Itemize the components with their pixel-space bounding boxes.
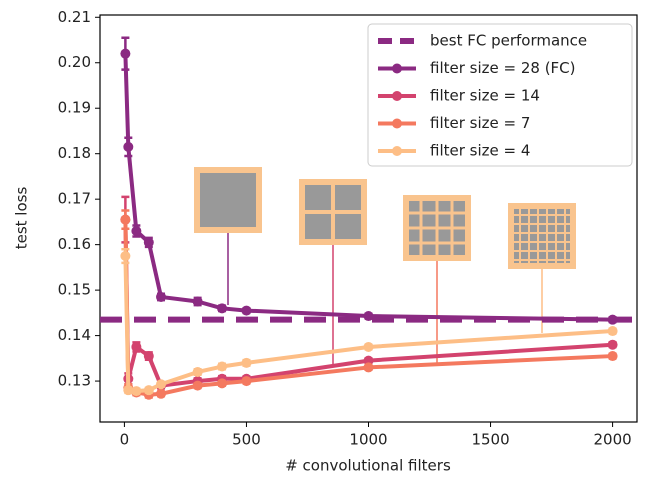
point (364, 342, 374, 352)
point (241, 306, 251, 316)
point (608, 326, 618, 336)
chart: # convolutional filters test loss 0.13 0.… (0, 0, 649, 485)
point (120, 49, 130, 59)
x-tick-label: 1000 (349, 431, 387, 449)
point (193, 381, 203, 391)
legend-marker (392, 64, 402, 74)
x-tick-label: 2000 (593, 431, 631, 449)
point (156, 292, 166, 302)
point (241, 376, 251, 386)
x-tick-label: 0 (120, 431, 130, 449)
legend-label: filter size = 4 (430, 142, 530, 160)
point (241, 358, 251, 368)
inset-image (197, 170, 259, 230)
point (608, 315, 618, 325)
point (193, 367, 203, 377)
point (144, 385, 154, 395)
point (156, 389, 166, 399)
point (131, 342, 141, 352)
y-tick-label: 0.15 (58, 281, 91, 299)
point (144, 351, 154, 361)
point (123, 142, 133, 152)
legend-marker (392, 91, 402, 101)
point (217, 378, 227, 388)
y-tick-label: 0.16 (58, 235, 91, 253)
point (364, 311, 374, 321)
point (120, 251, 130, 261)
point (144, 237, 154, 247)
point (217, 303, 227, 313)
legend-marker (392, 119, 402, 129)
legend-label: filter size = 7 (430, 114, 530, 132)
legend: best FC performance filter size = 28 (FC)… (368, 24, 632, 166)
x-tick-label: 1500 (471, 431, 509, 449)
y-tick-label: 0.13 (58, 372, 91, 390)
page: # convolutional filters test loss 0.13 0.… (0, 0, 649, 489)
point (193, 296, 203, 306)
legend-label: filter size = 28 (FC) (430, 59, 576, 77)
point (156, 379, 166, 389)
y-tick-label: 0.20 (58, 53, 91, 71)
x-axis-label: # convolutional filters (285, 457, 451, 475)
point (131, 386, 141, 396)
point (217, 362, 227, 372)
point (364, 362, 374, 372)
x-tick-label: 500 (232, 431, 261, 449)
legend-label: filter size = 14 (430, 87, 540, 105)
point (608, 351, 618, 361)
point (120, 215, 130, 225)
y-tick-label: 0.18 (58, 144, 91, 162)
y-tick-label: 0.17 (58, 190, 91, 208)
legend-label: best FC performance (430, 32, 587, 50)
y-tick-label: 0.21 (58, 8, 91, 26)
legend-marker (392, 146, 402, 156)
point (131, 226, 141, 236)
point (608, 340, 618, 350)
y-tick-label: 0.14 (58, 326, 91, 344)
y-axis-label: test loss (13, 187, 31, 250)
y-tick-label: 0.19 (58, 99, 91, 117)
